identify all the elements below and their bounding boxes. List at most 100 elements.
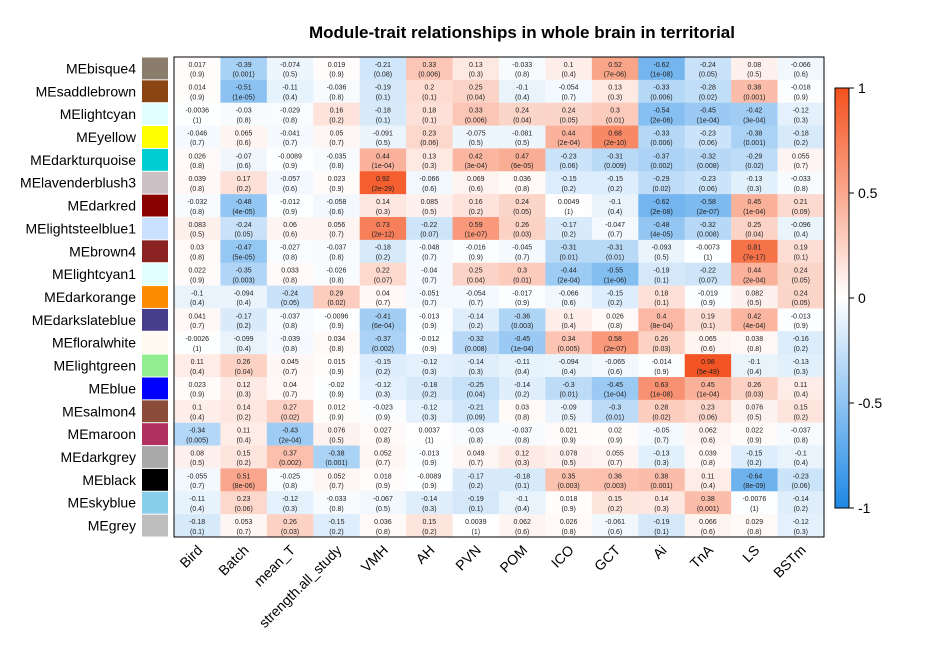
cell-fill [313, 171, 361, 195]
cell-correlation: 0.25 [748, 222, 762, 229]
heatmap-cell: -0.23 (0.06) [777, 468, 825, 492]
cell-fill [684, 171, 732, 195]
cell-pvalue: (0.3) [422, 163, 436, 170]
heatmap-cell: -0.0026 (1) [174, 331, 221, 355]
cell-fill [499, 422, 546, 446]
heatmap-cell: 0.017 (0.9) [174, 57, 221, 81]
module-color-swatch [142, 126, 168, 148]
heatmap-cell: 0.0037 (1) [406, 422, 453, 446]
heatmap-cell: -0.19 (0.1) [359, 79, 407, 104]
column-label: LS [739, 542, 762, 565]
heatmap-cell: 0.47 (6e-05) [499, 148, 546, 172]
cell-fill [731, 514, 778, 538]
cell-pvalue: (1e-07) [464, 232, 487, 239]
cell-pvalue: (0.005) [558, 346, 580, 353]
cell-correlation: -0.03 [468, 428, 484, 435]
cell-correlation: -0.067 [373, 496, 393, 503]
cell-fill [731, 354, 778, 378]
cell-fill [174, 194, 221, 218]
cell-correlation: 0.082 [746, 290, 764, 297]
cell-fill [545, 491, 593, 515]
cell-fill [359, 491, 407, 515]
cell-fill [499, 377, 546, 401]
cell-correlation: -0.37 [375, 336, 391, 343]
cell-pvalue: (0.04) [234, 369, 252, 376]
cell-fill [731, 285, 778, 309]
cell-pvalue: (0.3) [747, 186, 761, 193]
cell-fill [266, 285, 314, 309]
cell-correlation: 0.38 [655, 473, 669, 480]
cell-correlation: -0.21 [375, 62, 391, 69]
cell-correlation: -0.094 [234, 290, 254, 297]
cell-fill [359, 308, 407, 332]
cell-fill [545, 422, 593, 446]
cell-fill [313, 377, 361, 401]
cell-fill [174, 262, 221, 286]
cell-correlation: -0.013 [419, 450, 439, 457]
cell-fill [174, 514, 221, 538]
cell-pvalue: (1e-08) [650, 392, 673, 399]
cell-fill [777, 399, 825, 424]
heatmap-cell: 0.04 (0.7) [359, 285, 407, 309]
cell-fill [359, 354, 407, 378]
cell-correlation: 0.3 [610, 108, 620, 115]
cell-pvalue: (0.4) [747, 369, 761, 376]
cell-correlation: -0.33 [654, 85, 670, 92]
row-label: MEbisque4 [66, 60, 136, 76]
cell-pvalue: (0.8) [283, 117, 297, 124]
cell-correlation: 0.24 [794, 290, 808, 297]
cell-fill [220, 422, 268, 446]
cell-pvalue: (2e-08) [650, 209, 673, 216]
row-label: MElightcyan1 [52, 266, 136, 282]
cell-pvalue: (0.006) [465, 117, 487, 124]
heatmap-cell: 0.021 (0.9) [545, 422, 593, 446]
cell-fill [359, 262, 407, 286]
cell-pvalue: (0.5) [561, 415, 575, 422]
heatmap-cell: -0.18 (0.2) [406, 377, 453, 401]
cell-pvalue: (0.001) [697, 506, 719, 513]
cell-pvalue: (0.3) [608, 95, 622, 102]
heatmap-cell: 0.38 (0.001) [684, 491, 732, 515]
column-label: VMH [358, 542, 391, 575]
cell-fill [777, 468, 825, 492]
cell-fill [452, 239, 500, 264]
cell-fill [266, 377, 314, 401]
cell-correlation: 0.11 [191, 359, 204, 366]
cell-fill [359, 171, 407, 195]
cell-fill [545, 308, 593, 332]
cell-fill [499, 514, 546, 538]
heatmap-cell: -0.018 (0.9) [777, 79, 825, 104]
cell-pvalue: (0.005) [186, 437, 208, 444]
cell-correlation: 0.033 [281, 268, 299, 275]
heatmap-cell: 0.29 (0.02) [313, 285, 361, 309]
cell-correlation: -0.046 [187, 130, 207, 137]
module-color-swatches [142, 57, 168, 537]
heatmap-cell: 0.083 (0.5) [174, 217, 221, 241]
cell-fill [406, 194, 453, 218]
cell-correlation: -0.45 [700, 108, 716, 115]
cell-pvalue: (0.6) [701, 346, 715, 353]
cell-pvalue: (0.1) [376, 117, 390, 124]
heatmap-cell: -0.13 (0.3) [638, 445, 686, 469]
module-color-swatch [142, 468, 168, 491]
cell-fill [452, 491, 500, 515]
cell-correlation: -0.32 [700, 222, 716, 229]
module-color-swatch [142, 57, 168, 80]
heatmap-cell: 0.045 (0.7) [266, 354, 314, 378]
cell-pvalue: (0.8) [283, 323, 297, 330]
cell-correlation: -0.045 [512, 245, 532, 252]
cell-pvalue: (0.2) [469, 483, 483, 490]
cell-pvalue: (0.7) [654, 437, 668, 444]
cell-pvalue: (8e-09) [743, 483, 766, 490]
cell-pvalue: (0.1) [422, 95, 436, 102]
heatmap-cell: -0.48 (4e-05) [638, 217, 686, 241]
cell-pvalue: (0.9) [329, 186, 343, 193]
heatmap-cell: 0.34 (0.005) [545, 331, 593, 355]
cell-fill [406, 399, 453, 424]
cell-correlation: -0.19 [654, 268, 670, 275]
cell-correlation: -0.035 [327, 153, 347, 160]
heatmap-cell: 0.041 (0.7) [174, 308, 221, 332]
cell-correlation: 0.018 [560, 496, 578, 503]
heatmap-cell: 0.26 (0.04) [220, 354, 268, 378]
cell-fill [313, 102, 361, 126]
